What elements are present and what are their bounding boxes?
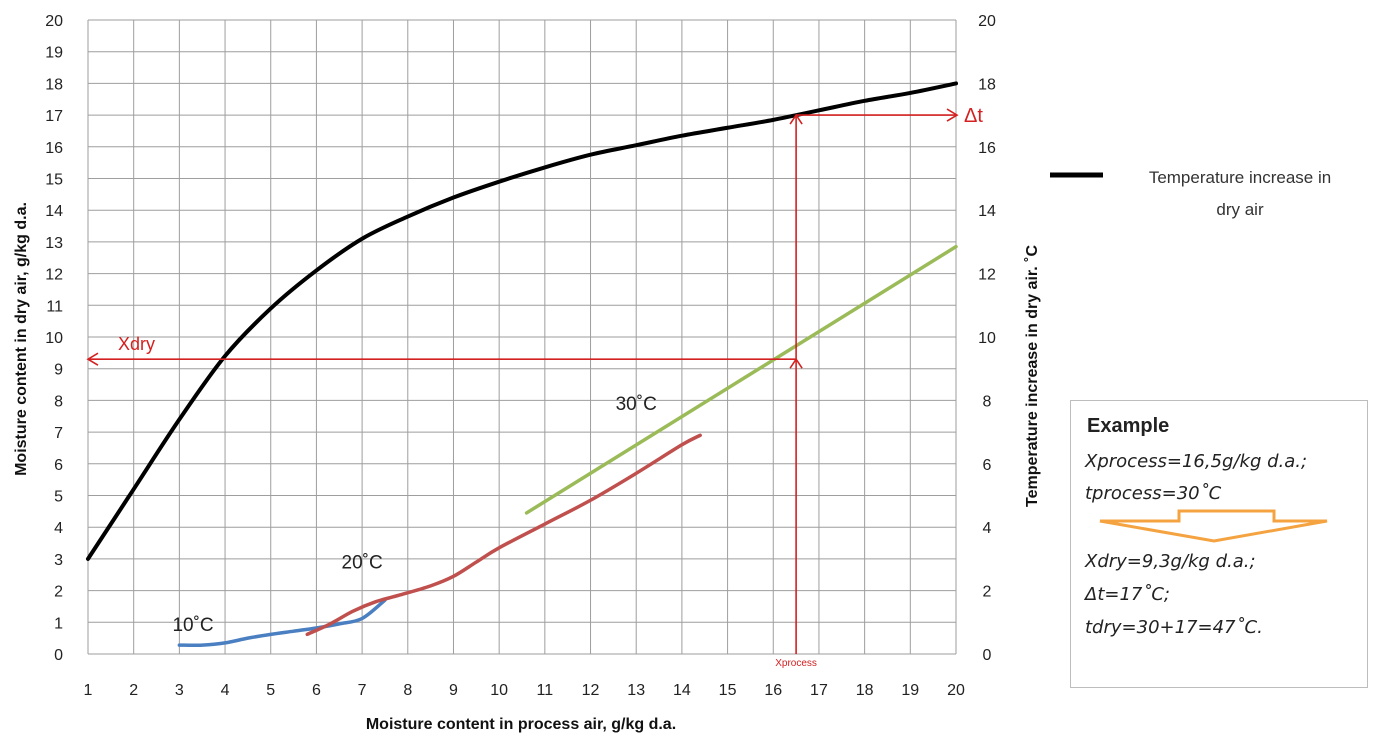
y-tick-label: 5 (54, 489, 63, 506)
x-tick-label: 12 (582, 682, 600, 699)
x-tick-label: 6 (312, 682, 321, 699)
y-tick-label: 9 (54, 362, 63, 379)
y2-tick-label: 4 (983, 520, 992, 537)
y-tick-label: 0 (54, 647, 63, 664)
x-tick-label: 20 (947, 682, 965, 699)
example-title: Example (1087, 415, 1170, 437)
y2-tick-label: 0 (983, 647, 992, 664)
example-xprocess: Xprocess=16,5g/kg d.a.; (1085, 451, 1308, 472)
y-tick-label: 15 (45, 172, 63, 189)
y-tick-label: 19 (45, 45, 63, 62)
y2-tick-label: 16 (978, 140, 996, 157)
x-tick-label: 11 (537, 682, 554, 699)
y-tick-label: 1 (54, 615, 63, 632)
x-tick-label: 1 (84, 682, 93, 699)
y2-tick-label: 20 (978, 13, 996, 30)
example-box: Example Xprocess=16,5g/kg d.a.; tprocess… (1070, 400, 1368, 688)
curve-label: 20˚C (342, 552, 383, 573)
y-tick-label: 8 (54, 393, 63, 410)
series-line-1 (177, 598, 387, 648)
curve-label: 30˚C (616, 394, 657, 415)
series-line-3 (524, 244, 958, 515)
xdry-label: Xdry (118, 334, 155, 354)
example-xdry: Xdry=9,3g/kg d.a.; (1085, 551, 1256, 572)
y-tick-label: 16 (45, 140, 63, 157)
right-axis-ticks: 0 2 4 6 8 10 12 14 16 18 20 (978, 13, 996, 664)
y-tick-label: 20 (45, 13, 63, 30)
y-tick-label: 17 (45, 108, 63, 125)
x-tick-label: 2 (129, 682, 138, 699)
x-tick-label: 18 (856, 682, 874, 699)
curve-label: 10˚C (172, 615, 213, 636)
x-tick-label: 13 (627, 682, 645, 699)
xprocess-label: Xprocess (775, 658, 817, 669)
y2-tick-label: 10 (978, 330, 996, 347)
y2-tick-label: 2 (983, 584, 992, 601)
y-tick-label: 3 (54, 552, 63, 569)
left-arrow-icon (86, 352, 99, 366)
y-tick-label: 7 (54, 425, 63, 442)
y-tick-label: 14 (45, 203, 63, 220)
x-tick-label: 7 (358, 682, 367, 699)
x-tick-label: 15 (719, 682, 737, 699)
y-axis-title: Moisture content in dry air, g/kg d.a. (13, 202, 30, 476)
x-tick-label: 10 (490, 682, 508, 699)
y-tick-label: 4 (54, 520, 63, 537)
x-tick-label: 16 (764, 682, 782, 699)
y-tick-label: 10 (45, 330, 63, 347)
y-tick-label: 13 (45, 235, 63, 252)
right-arrow-icon (946, 108, 959, 122)
x-tick-label: 9 (449, 682, 458, 699)
legend-label-line2: dry air (1216, 200, 1264, 219)
delta-t-label: Δt (964, 105, 983, 127)
legend: Temperature increase in dry air (1050, 168, 1331, 219)
y2-tick-label: 18 (978, 76, 996, 93)
x-tick-label: 5 (266, 682, 275, 699)
x-tick-label: 19 (901, 682, 919, 699)
down-arrow-icon (1099, 509, 1328, 543)
y2-tick-label: 14 (978, 203, 996, 220)
x-tick-label: 4 (221, 682, 230, 699)
annotation-layer: Xdry Δt Xprocess (86, 105, 983, 669)
y-tick-label: 11 (46, 298, 63, 315)
y2-tick-label: 12 (978, 267, 996, 284)
x-axis-ticks: 1 2 3 4 5 6 7 8 9 10 11 12 13 14 15 16 17 18 19 20 (84, 682, 965, 699)
series-line-temperature (86, 81, 958, 561)
series-layer: 10˚C 20˚C 30˚C (86, 81, 958, 648)
x-tick-label: 8 (403, 682, 412, 699)
x-tick-label: 14 (673, 682, 691, 699)
legend-label-line1: Temperature increase in (1149, 168, 1331, 187)
x-tick-label: 3 (175, 682, 184, 699)
example-delta-t: Δt=17˚C; (1085, 584, 1170, 605)
y-tick-label: 18 (45, 76, 63, 93)
x-axis-title: Moisture content in process air, g/kg d.… (366, 716, 676, 733)
example-tdry: tdry=30+17=47˚C. (1085, 617, 1263, 638)
y2-tick-label: 6 (983, 457, 992, 474)
example-tprocess: tprocess=30˚C (1085, 483, 1222, 504)
series-line-2 (305, 433, 702, 637)
x-tick-label: 17 (810, 682, 828, 699)
y2-axis-title: Temperature increase in dry air. ˚C (1024, 245, 1041, 507)
y-tick-label: 12 (45, 267, 63, 284)
y-tick-label: 6 (54, 457, 63, 474)
y-tick-label: 2 (54, 584, 63, 601)
y2-tick-label: 8 (983, 393, 992, 410)
